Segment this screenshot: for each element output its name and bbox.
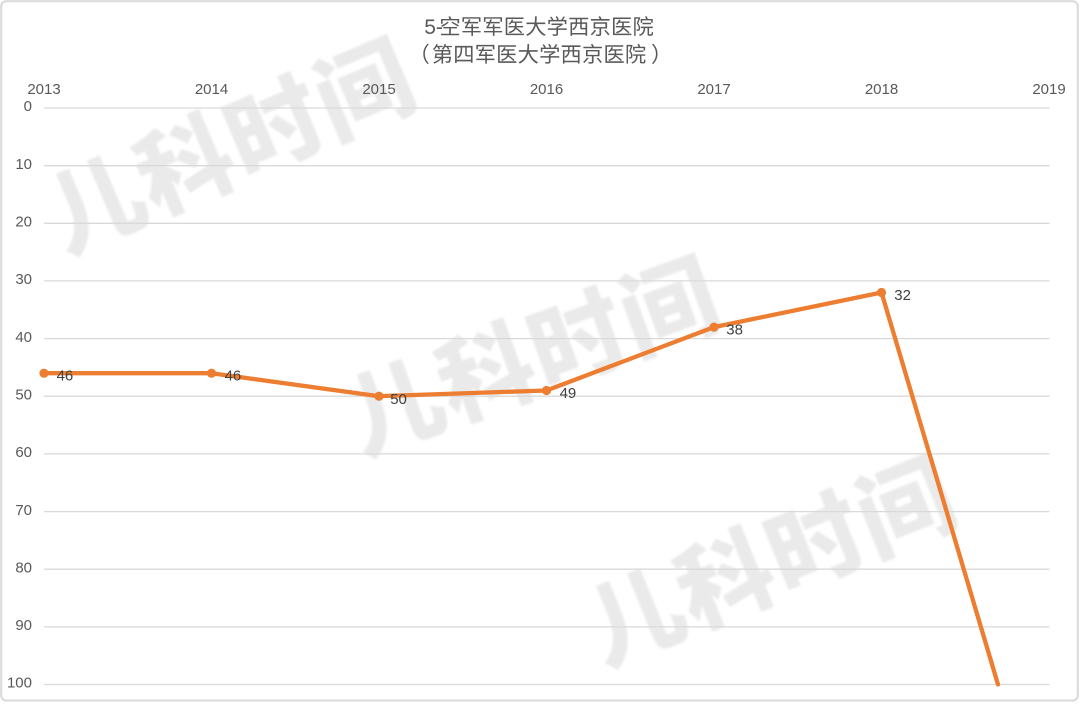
svg-text:38: 38 [726,322,743,339]
svg-text:32: 32 [894,287,911,304]
svg-text:5-: 5- [424,16,443,39]
svg-text:80: 80 [15,559,32,576]
svg-text:49: 49 [560,385,577,402]
svg-text:20: 20 [15,214,32,231]
svg-text:2019: 2019 [1032,81,1065,98]
svg-text:46: 46 [57,368,74,385]
svg-text:2016: 2016 [530,81,563,98]
svg-text:0: 0 [24,98,32,115]
svg-text:2018: 2018 [865,81,898,98]
svg-text:100: 100 [7,675,32,692]
svg-text:50: 50 [15,386,32,403]
svg-text:90: 90 [15,617,32,634]
svg-text:50: 50 [390,391,407,408]
svg-text:30: 30 [15,271,32,288]
svg-text:2014: 2014 [195,81,228,98]
svg-text:2015: 2015 [362,81,395,98]
svg-text:70: 70 [15,502,32,519]
svg-text:46: 46 [225,368,242,385]
svg-text:60: 60 [15,444,32,461]
svg-text:10: 10 [15,156,32,173]
svg-text:2013: 2013 [27,81,60,98]
svg-text:2017: 2017 [697,81,730,98]
svg-text:40: 40 [15,329,32,346]
